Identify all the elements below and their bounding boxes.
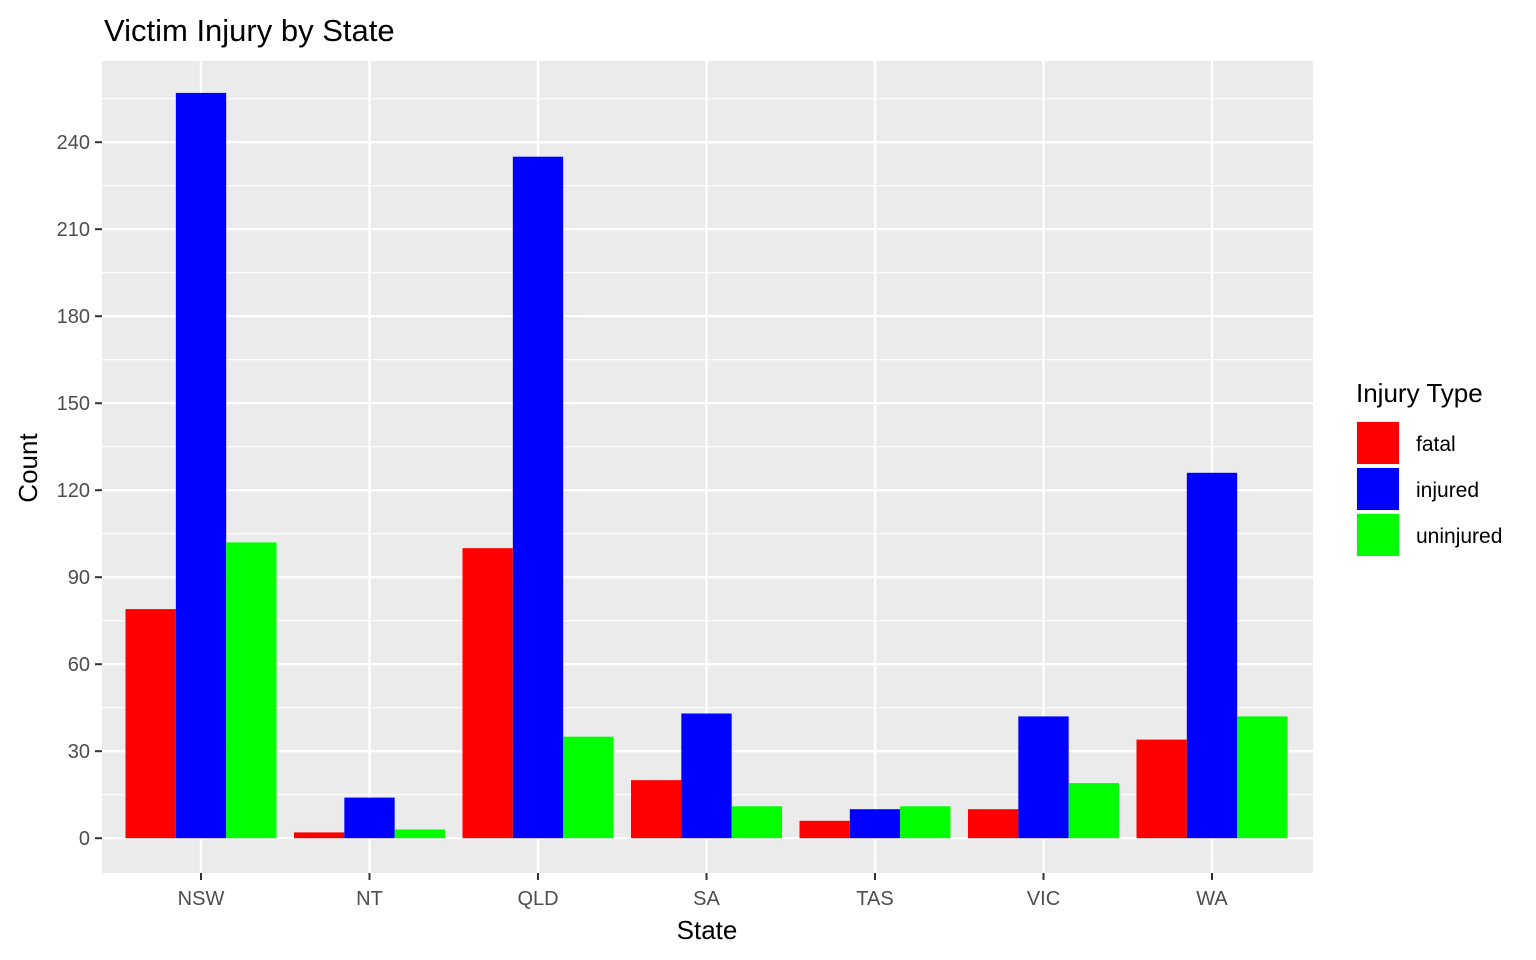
bar-vic-injured <box>1018 716 1069 839</box>
legend-swatch-fatal <box>1357 422 1399 464</box>
legend: Injury Type fatal injured uninjured <box>1356 378 1502 557</box>
bar-nsw-injured <box>175 92 227 839</box>
y-tick-label: 0 <box>79 828 90 850</box>
y-axis-title: Count <box>13 433 43 503</box>
y-tick-label: 210 <box>57 219 90 241</box>
bar-vic-uninjured <box>1068 783 1119 839</box>
bar-qld-fatal <box>462 548 513 839</box>
x-tick-label-vic: VIC <box>1027 888 1060 910</box>
legend-swatch-injured <box>1357 468 1399 510</box>
y-tick-label: 180 <box>57 306 90 328</box>
x-tick-label-qld: QLD <box>517 888 558 910</box>
chart-title: Victim Injury by State <box>104 13 395 48</box>
bar-tas-uninjured <box>900 806 951 839</box>
legend-label-uninjured: uninjured <box>1416 525 1502 548</box>
x-tick-label-nsw: NSW <box>178 888 225 910</box>
x-tick-label-sa: SA <box>693 888 720 910</box>
bar-tas-injured <box>849 809 901 839</box>
y-tick-label: 120 <box>57 480 90 502</box>
bar-sa-injured <box>681 713 732 839</box>
y-tick-label: 60 <box>68 654 90 676</box>
bar-qld-uninjured <box>563 736 614 839</box>
bar-nt-uninjured <box>394 829 445 839</box>
bar-tas-fatal <box>799 820 850 839</box>
bar-wa-injured <box>1186 472 1238 839</box>
bar-sa-fatal <box>631 780 682 839</box>
y-tick-label: 240 <box>57 132 90 154</box>
y-tick-label: 150 <box>57 393 90 415</box>
x-tick-label-tas: TAS <box>856 888 893 910</box>
bar-qld-injured <box>512 156 564 839</box>
legend-swatch-uninjured <box>1357 514 1399 556</box>
bar-wa-fatal <box>1136 739 1187 839</box>
y-tick-label: 90 <box>68 567 90 589</box>
legend-label-injured: injured <box>1416 479 1479 502</box>
legend-title: Injury Type <box>1356 378 1483 408</box>
bar-nsw-uninjured <box>226 542 277 839</box>
x-tick-label-wa: WA <box>1196 888 1228 910</box>
x-axis-title: State <box>677 915 738 945</box>
x-tick-label-nt: NT <box>356 888 383 910</box>
bar-wa-uninjured <box>1237 716 1288 839</box>
y-tick-label: 30 <box>68 741 90 763</box>
bar-nt-injured <box>344 797 395 839</box>
legend-label-fatal: fatal <box>1416 433 1456 456</box>
plot-panel <box>102 61 1313 873</box>
bar-nsw-fatal <box>125 609 176 839</box>
bar-nt-fatal <box>294 832 345 839</box>
bar-vic-fatal <box>968 809 1019 839</box>
bar-sa-uninjured <box>731 806 782 839</box>
